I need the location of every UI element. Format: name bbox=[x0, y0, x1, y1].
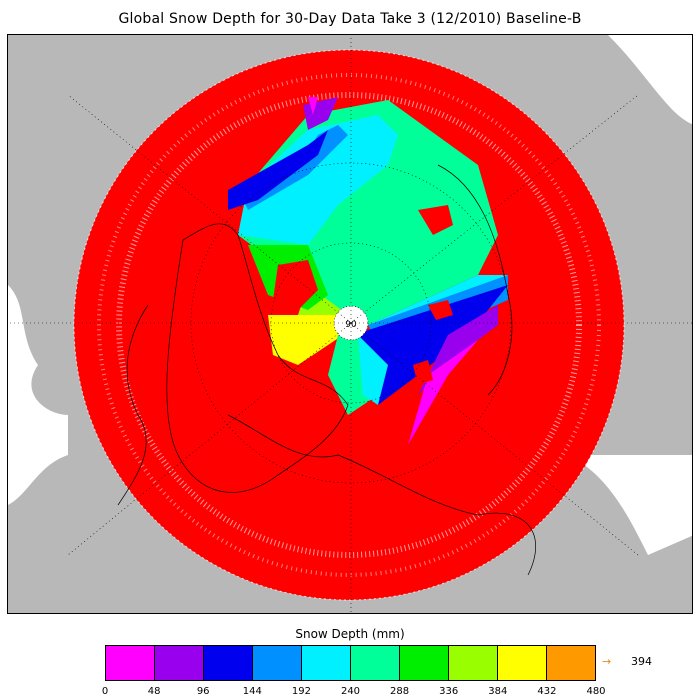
zone-144-east bbox=[353, 285, 508, 405]
red-patch-west bbox=[273, 260, 318, 310]
coastline-north-america bbox=[117, 304, 149, 506]
zone-432 bbox=[268, 315, 343, 365]
red-patch-east bbox=[413, 360, 433, 385]
zone-240 bbox=[238, 115, 398, 245]
legend-swatch-5 bbox=[351, 646, 400, 680]
legend-tick-label: 336 bbox=[439, 686, 459, 697]
legend-swatch-2 bbox=[204, 646, 253, 680]
legend-swatch-6 bbox=[400, 646, 449, 680]
legend-tick-label: 240 bbox=[340, 686, 361, 697]
water-north-east bbox=[608, 35, 692, 125]
land-north-west bbox=[8, 35, 268, 115]
zone-48-north bbox=[308, 97, 318, 115]
legend-title: Snow Depth (mm) bbox=[295, 627, 405, 641]
polar-map: 90 bbox=[7, 34, 693, 614]
swath-gap-ring-outer bbox=[97, 73, 601, 577]
legend-tick-label: 288 bbox=[390, 686, 410, 697]
legend-swatch-9 bbox=[547, 646, 595, 680]
coastline-greenland bbox=[166, 223, 349, 493]
legend-tick-label: 384 bbox=[488, 686, 508, 697]
red-patch-north-east bbox=[418, 205, 453, 235]
legend-tick-label: 96 bbox=[196, 686, 210, 697]
legend-tick-label: 48 bbox=[147, 686, 161, 697]
chart-title: Global Snow Depth for 30-Day Data Take 3… bbox=[118, 11, 582, 27]
legend-swatch-0 bbox=[106, 646, 155, 680]
legend-swatch-8 bbox=[498, 646, 547, 680]
pole-marker: 90 bbox=[345, 320, 357, 330]
color-legend bbox=[105, 645, 596, 681]
legend-tick-label: 144 bbox=[242, 686, 262, 697]
water-west bbox=[8, 285, 68, 505]
red-patch-east-small bbox=[428, 300, 453, 320]
graticule bbox=[8, 35, 692, 613]
zone-96-east bbox=[398, 305, 498, 435]
zone-240-south bbox=[358, 335, 388, 405]
zone-144-north bbox=[228, 130, 328, 210]
max-value-label: 394 bbox=[631, 655, 652, 668]
legend-tick-label: 432 bbox=[537, 686, 557, 697]
legend-tick-label: 0 bbox=[101, 686, 109, 697]
map-canvas: 90 bbox=[8, 35, 692, 613]
legend-tick-label: 480 bbox=[586, 686, 606, 697]
disk-edge-pattern bbox=[73, 49, 625, 601]
coastline-siberia bbox=[437, 164, 513, 396]
legend-swatch-4 bbox=[302, 646, 351, 680]
legend-swatch-7 bbox=[449, 646, 498, 680]
coastline-eurasia bbox=[227, 414, 537, 576]
legend-swatch-3 bbox=[253, 646, 302, 680]
max-value-arrow: → bbox=[602, 655, 612, 668]
swath-gap-ring bbox=[116, 92, 582, 558]
legend-swatch-1 bbox=[155, 646, 204, 680]
water-east bbox=[568, 455, 692, 555]
legend-tick-label: 192 bbox=[291, 686, 311, 697]
